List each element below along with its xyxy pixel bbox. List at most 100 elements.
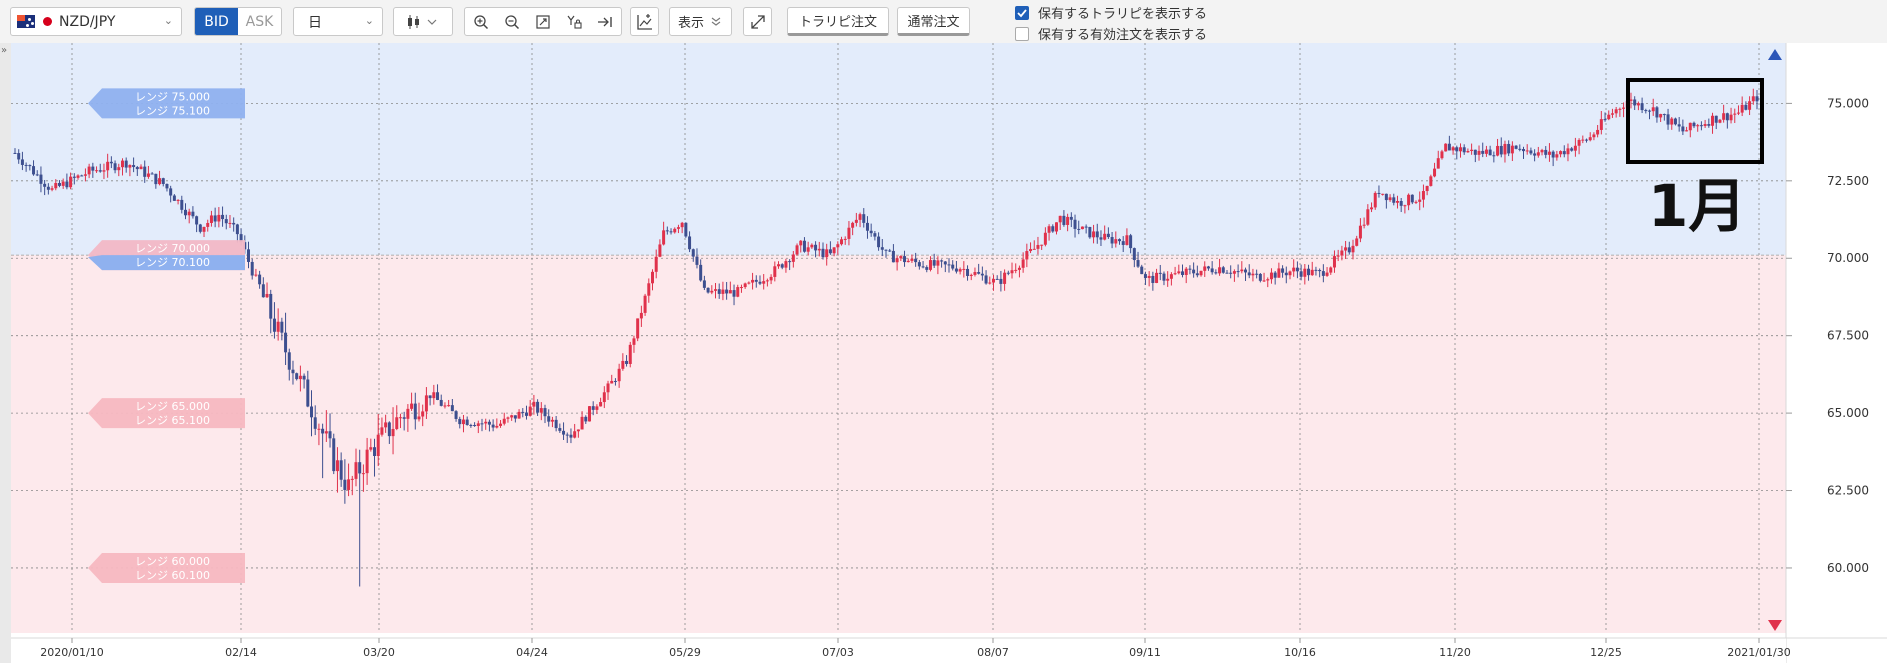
collapse-panel-strip[interactable]: » <box>0 43 11 663</box>
candle-body <box>906 260 910 263</box>
currency-pair-select[interactable]: NZD/JPY ⌄ <box>10 7 182 36</box>
candle-body <box>239 234 243 243</box>
candle-body <box>1140 266 1144 275</box>
candle-body <box>1384 193 1388 201</box>
candle-body <box>1429 176 1433 186</box>
jump-latest-button[interactable] <box>589 8 620 35</box>
candle-body <box>943 261 947 265</box>
candle-body <box>1136 260 1140 267</box>
display-menu[interactable]: 表示 <box>669 7 732 36</box>
candle-body <box>1251 273 1255 276</box>
fullscreen-button[interactable] <box>743 7 772 36</box>
candle-body <box>517 411 521 419</box>
candle-body <box>799 240 803 246</box>
add-indicator-button[interactable] <box>630 7 659 36</box>
candle-body <box>877 236 881 248</box>
price-tick-label: 72.500 <box>1827 174 1869 188</box>
candle-body <box>591 406 595 410</box>
show-positions-option[interactable]: 保有するトラリピを表示する <box>1015 3 1207 22</box>
candle-body <box>224 219 228 224</box>
candle-body <box>1729 114 1733 121</box>
candle-body <box>869 230 873 234</box>
show-orders-checkbox[interactable] <box>1015 26 1029 41</box>
candle-body <box>1195 273 1199 276</box>
candle-body <box>235 224 239 235</box>
candle-body <box>1714 115 1718 123</box>
date-tick-label: 12/25 <box>1590 646 1622 659</box>
candle-body <box>376 434 380 457</box>
candle-body <box>873 233 877 237</box>
price-axis-panel <box>1786 43 1887 663</box>
candle-body <box>1054 222 1058 232</box>
candle-body <box>840 239 844 245</box>
range-label-text: レンジ 70.000 <box>135 242 210 255</box>
candle-body <box>1581 139 1585 141</box>
annotation-label: 1月 <box>1648 172 1746 240</box>
candle-body <box>310 406 314 418</box>
candle-body <box>1711 115 1715 126</box>
candle-body <box>754 279 758 282</box>
range-label-text: レンジ 75.100 <box>135 104 210 117</box>
ask-button[interactable]: ASK <box>245 13 274 30</box>
candle-body <box>565 434 569 436</box>
candle-body <box>1292 267 1296 272</box>
candle-body <box>962 268 966 270</box>
bid-button[interactable]: BID <box>195 8 238 35</box>
candle-body <box>1381 193 1385 195</box>
normal-order-button[interactable]: 通常注文 <box>897 7 970 36</box>
candle-body <box>143 166 147 177</box>
candle-body <box>747 282 751 284</box>
candle-body <box>1192 269 1196 274</box>
candle-body <box>1006 272 1010 274</box>
candle-body <box>1347 247 1351 253</box>
candle-body <box>1288 271 1292 276</box>
show-positions-checkbox[interactable] <box>1015 5 1029 20</box>
candle-body <box>380 427 384 435</box>
candle-body <box>1162 273 1166 281</box>
candle-body <box>1407 194 1411 206</box>
range-label-tag <box>88 88 245 119</box>
date-tick-label: 2021/01/30 <box>1727 646 1790 659</box>
candle-body <box>995 278 999 280</box>
timeframe-select[interactable]: 日 ⌄ <box>293 7 383 36</box>
candle-body <box>1147 275 1151 278</box>
candle-body <box>821 248 825 258</box>
candle-body <box>39 174 43 184</box>
candle-body <box>132 165 136 168</box>
candle-body <box>313 417 317 429</box>
candle-body <box>1518 148 1522 150</box>
candle-body <box>788 261 792 263</box>
candle-body <box>1299 271 1303 277</box>
candle-body <box>854 219 858 223</box>
zoom-out-button[interactable] <box>496 8 527 35</box>
candle-body <box>172 195 176 201</box>
candle-body <box>317 428 321 430</box>
candle-body <box>1155 272 1159 283</box>
candle-body <box>365 449 369 474</box>
candle-body <box>1399 200 1403 206</box>
candle-body <box>187 211 191 216</box>
candle-body <box>1125 235 1129 245</box>
candle-body <box>628 344 632 364</box>
show-orders-option[interactable]: 保有する有効注文を表示する <box>1015 24 1207 43</box>
candle-body <box>17 153 21 160</box>
y-axis-lock-button[interactable] <box>558 8 589 35</box>
candle-body <box>584 416 588 422</box>
candle-body <box>1462 147 1466 153</box>
candle-body <box>1573 145 1577 151</box>
trailer-order-button[interactable]: トラリピ注文 <box>787 7 889 36</box>
candle-body <box>536 401 540 413</box>
candle-body <box>528 406 532 416</box>
zoom-in-button[interactable] <box>465 8 496 35</box>
candle-body <box>120 160 124 168</box>
candle-body <box>784 261 788 268</box>
candle-body <box>432 392 436 399</box>
candle-body <box>1751 96 1755 102</box>
candle-body <box>1629 99 1633 101</box>
candle-body <box>1121 241 1125 245</box>
chart-type-select[interactable] <box>393 7 453 36</box>
range-label-text: レンジ 60.000 <box>135 555 210 568</box>
fit-screen-button[interactable] <box>527 8 558 35</box>
candlestick-icon <box>408 14 437 29</box>
